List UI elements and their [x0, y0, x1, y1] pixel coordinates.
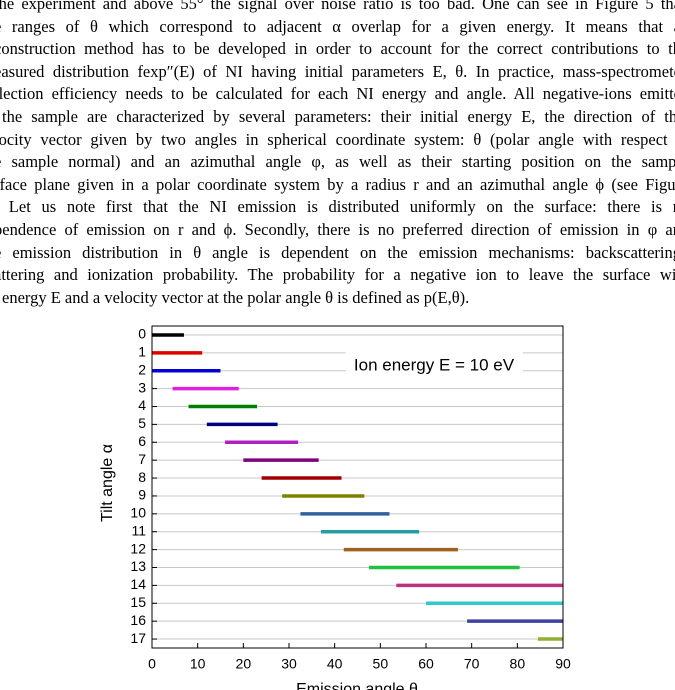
y-tick-label: 16 — [130, 612, 146, 628]
annotation: Ion energy E = 10 eV — [354, 355, 515, 374]
text-line: energy E and a velocity vector at the po… — [2, 287, 470, 307]
y-tick-label: 3 — [138, 379, 146, 395]
y-tick-label: 7 — [138, 451, 146, 467]
y-tick-label: 14 — [130, 576, 146, 592]
y-tick-label: 1 — [138, 344, 146, 360]
text-line: rface plane given in a polar coordinate … — [0, 174, 675, 194]
y-tick-label: 15 — [130, 594, 146, 610]
text-line: e sample normal) and an azimuthal angle … — [0, 152, 675, 172]
y-tick-label: 0 — [138, 326, 146, 342]
x-tick-label: 80 — [510, 656, 526, 672]
text-line: easured distribution fexp″(E) of NI havi… — [0, 61, 675, 81]
text-line: the sample are characterized by several … — [2, 107, 675, 126]
text-line: locity vector given by two angles in sph… — [0, 129, 675, 149]
y-tick-label: 11 — [131, 522, 146, 538]
text-line: llection efficiency needs to be calculat… — [0, 84, 675, 104]
y-tick-label: 13 — [130, 558, 146, 574]
text-line: attering and ionization probability. The… — [0, 265, 675, 285]
x-tick-label: 50 — [373, 656, 389, 672]
x-tick-label: 0 — [148, 656, 156, 672]
annotation-bg — [345, 351, 523, 379]
plot-frame — [151, 325, 564, 649]
x-tick-label: 90 — [555, 656, 571, 672]
x-tick-label: 20 — [236, 656, 252, 672]
x-tick-label: 10 — [190, 656, 206, 672]
x-axis-label: Emission angle θ — [296, 681, 418, 690]
y-tick-label: 8 — [138, 469, 146, 485]
y-axis-label: Tilt angle α — [99, 444, 116, 522]
y-tick-label: 17 — [130, 630, 146, 646]
text-line: construction method has to be developed … — [0, 39, 675, 59]
y-tick-label: 12 — [130, 540, 146, 556]
y-tick-label: 2 — [138, 361, 146, 377]
y-tick-label: 5 — [138, 415, 146, 431]
x-tick-label: 70 — [464, 656, 480, 672]
text-line: . Let us note first that the NI emission… — [0, 197, 675, 217]
y-tick-label: 9 — [138, 487, 146, 503]
y-tick-label: 10 — [130, 505, 146, 521]
text-line: e ranges of θ which correspond to adjace… — [0, 16, 675, 36]
x-tick-label: 40 — [327, 656, 343, 672]
y-tick-label: 4 — [138, 397, 146, 413]
x-tick-label: 60 — [418, 656, 434, 672]
x-tick-label: 30 — [281, 656, 297, 672]
text-line: pendence of emission on r and ϕ. Secondl… — [0, 220, 675, 239]
text-line: e emission distribution in θ angle is de… — [0, 242, 675, 262]
text-line: the experiment and above 55° the signal … — [0, 0, 675, 13]
y-tick-label: 6 — [138, 433, 146, 449]
